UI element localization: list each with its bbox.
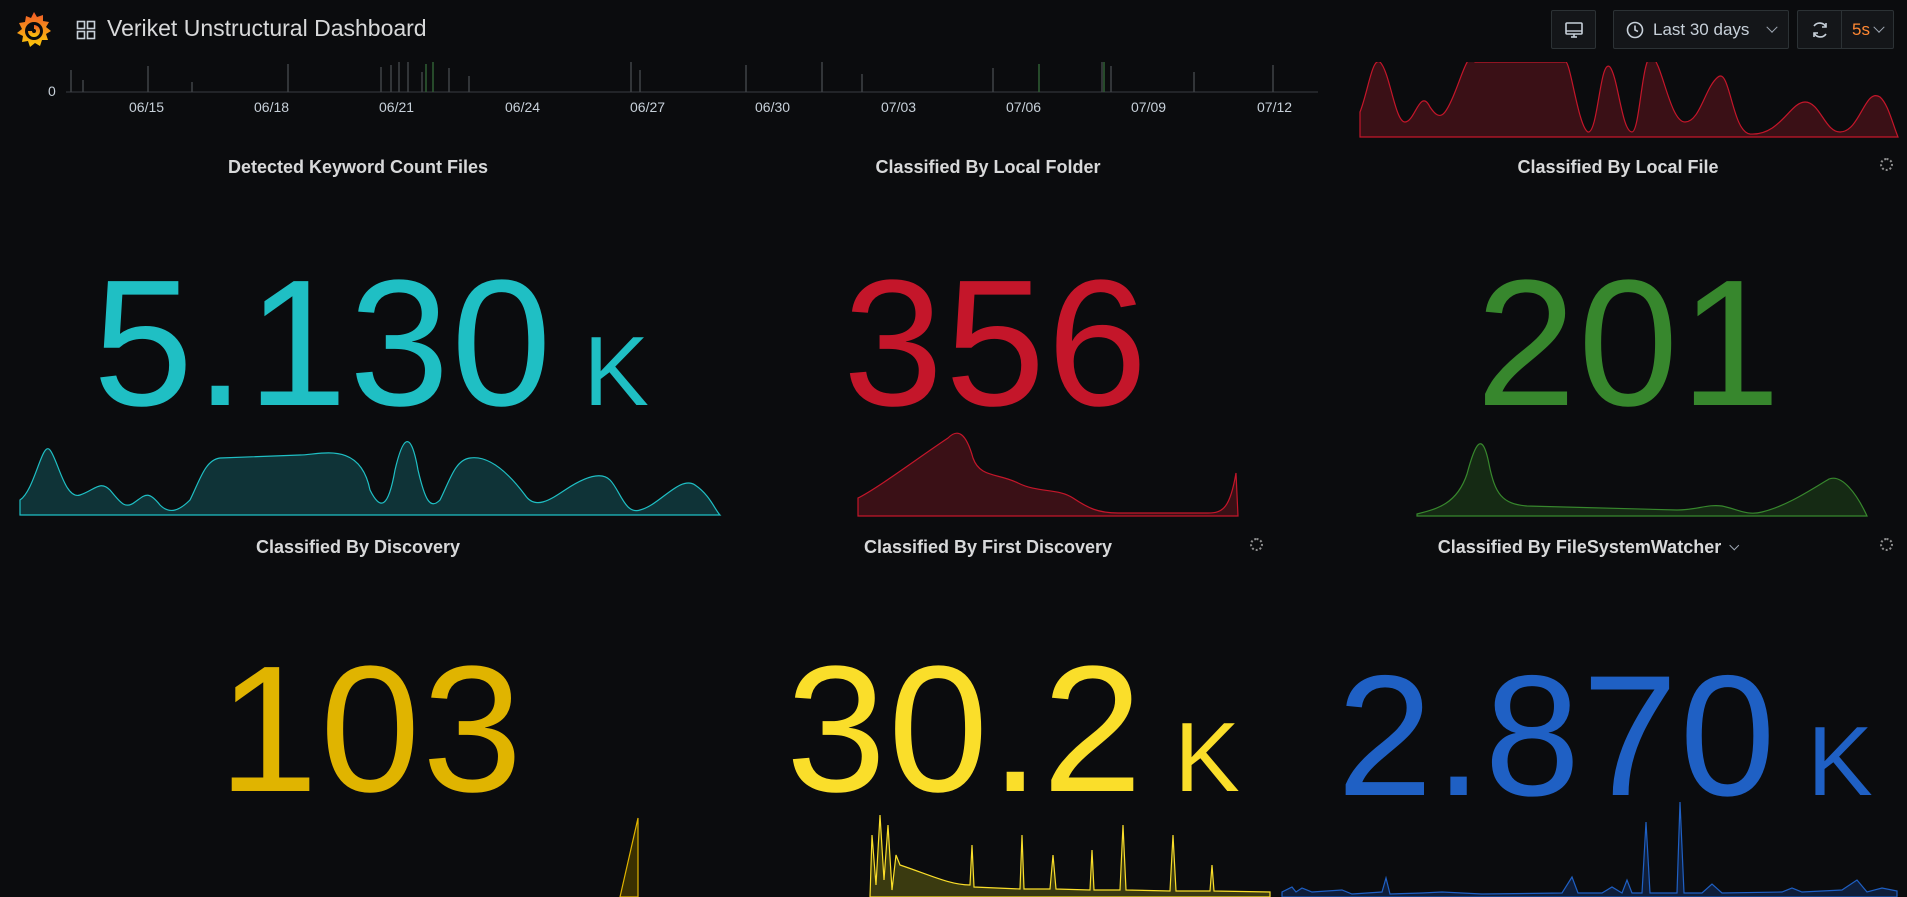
sparkline	[19, 441, 722, 516]
sparkline	[869, 814, 1271, 897]
sparkline	[857, 432, 1239, 517]
panel-title[interactable]: Classified By Local File	[1517, 157, 1719, 177]
loading-icon	[1250, 538, 1263, 551]
stat-value: 30.2 K	[786, 640, 1240, 820]
chevron-down-icon[interactable]	[1729, 540, 1740, 551]
stat-value: 2.870 K	[1337, 650, 1873, 822]
apps-grid-icon[interactable]	[76, 20, 96, 40]
refresh-interval-label: 5s	[1852, 19, 1870, 39]
chevron-down-icon	[1766, 21, 1779, 33]
panel-title-text: Classified By FileSystemWatcher	[1437, 537, 1722, 557]
time-range-label: Last 30 days	[1653, 19, 1750, 39]
x-axis-tick: 07/06	[1006, 99, 1042, 115]
x-axis-tick: 06/30	[755, 99, 791, 115]
stat-number: 201	[1476, 243, 1783, 444]
panel-title[interactable]: Classified By FileSystemWatcher	[1437, 537, 1740, 558]
panel-title[interactable]: Classified By Discovery	[255, 537, 461, 557]
loading-icon	[1880, 538, 1893, 551]
tv-mode-button[interactable]	[1551, 10, 1596, 49]
grafana-logo-icon[interactable]	[14, 10, 54, 50]
stat-value: 5.130 K	[93, 254, 649, 434]
tv-mode-icon	[1564, 21, 1583, 38]
timeline-bars	[66, 62, 1318, 93]
sparkline	[1281, 801, 1898, 897]
time-range-picker[interactable]: Last 30 days	[1613, 10, 1789, 49]
stat-unit: K	[1807, 706, 1873, 816]
stat-value: 201	[1476, 254, 1812, 434]
refresh-interval-picker[interactable]: 5s	[1841, 10, 1894, 49]
refresh-button[interactable]	[1797, 10, 1841, 49]
x-axis-tick: 06/15	[129, 99, 165, 115]
chevron-down-icon	[1873, 21, 1885, 33]
dashboard-title[interactable]: Veriket Unstructural Dashboard	[107, 15, 427, 41]
top-navbar: Veriket Unstructural Dashboard Last 30 d…	[0, 0, 1907, 62]
x-axis-tick: 06/27	[630, 99, 666, 115]
y-axis-tick: 0	[48, 83, 56, 99]
x-axis-tick: 07/09	[1131, 99, 1167, 115]
stat-number: 5.130	[93, 243, 554, 444]
sparkline	[1416, 443, 1868, 517]
x-axis-tick: 07/12	[1257, 99, 1293, 115]
loading-icon	[1880, 158, 1893, 171]
x-axis-tick: 06/24	[505, 99, 541, 115]
x-axis-tick: 06/21	[379, 99, 415, 115]
stat-number: 2.870	[1337, 640, 1778, 832]
x-axis-tick: 07/03	[881, 99, 917, 115]
stat-value: 103	[218, 640, 554, 820]
stat-number: 30.2	[786, 629, 1145, 830]
clock-icon	[1626, 21, 1644, 38]
panel-title[interactable]: Detected Keyword Count Files	[227, 157, 489, 177]
stat-number: 356	[843, 243, 1150, 444]
stat-value: 356	[843, 254, 1179, 434]
stat-unit: K	[583, 316, 649, 426]
sparkline	[619, 817, 639, 897]
x-axis-tick: 06/18	[254, 99, 290, 115]
refresh-icon	[1812, 21, 1827, 38]
partial-sparkline	[1359, 56, 1899, 138]
stat-unit: K	[1174, 702, 1240, 812]
panel-title[interactable]: Classified By First Discovery	[863, 537, 1113, 557]
panel-title[interactable]: Classified By Local Folder	[875, 157, 1101, 177]
stat-number: 103	[218, 629, 525, 830]
